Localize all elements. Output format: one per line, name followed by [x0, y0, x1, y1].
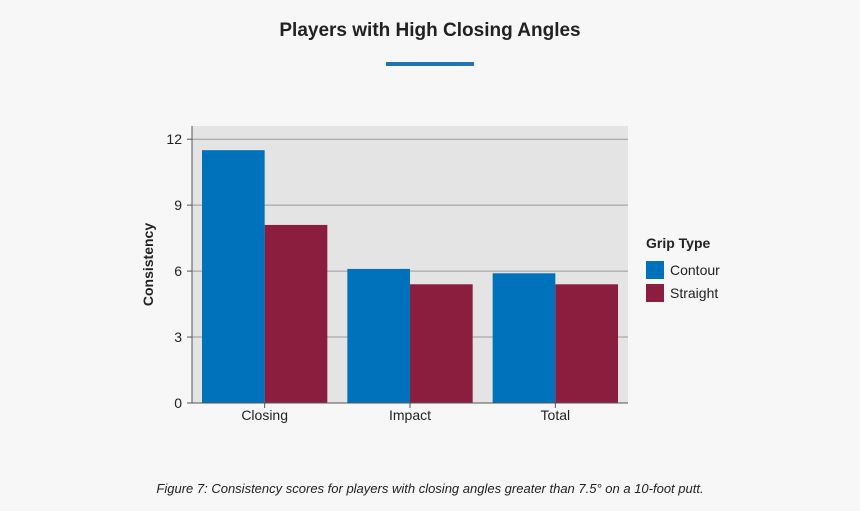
bar-straight-impact [410, 284, 473, 403]
chart-title: Players with High Closing Angles [279, 20, 581, 41]
bar-straight-total [555, 284, 618, 403]
x-tick-label: Impact [389, 407, 431, 423]
y-axis-label: Consistency [140, 223, 156, 306]
bar-chart: 0 3 6 9 12 Consistency Closing Impact Total Grip… [140, 126, 720, 423]
legend-label-contour: Contour [670, 262, 720, 278]
title-underline [386, 62, 474, 66]
legend: Grip Type Contour Straight [646, 235, 720, 302]
bar-contour-impact [347, 268, 410, 403]
bar-contour-total [492, 273, 556, 403]
bar-contour-closing [202, 150, 265, 403]
y-tick-label: 12 [166, 131, 182, 147]
y-tick-label: 3 [174, 329, 182, 345]
x-tick-label: Total [541, 407, 571, 423]
legend-title: Grip Type [646, 235, 711, 251]
bars [202, 150, 618, 403]
y-tick-label: 9 [174, 197, 182, 213]
legend-swatch-contour [646, 261, 664, 279]
legend-label-straight: Straight [670, 285, 718, 301]
x-tick-label: Closing [241, 407, 288, 423]
axes: 0 3 6 9 12 Consistency Closing Impact Total [140, 126, 628, 423]
figure-caption: Figure 7: Consistency scores for players… [156, 481, 704, 496]
legend-swatch-straight [646, 284, 664, 302]
y-tick-label: 6 [174, 263, 182, 279]
y-tick-label: 0 [174, 395, 182, 411]
bar-straight-closing [264, 224, 328, 403]
